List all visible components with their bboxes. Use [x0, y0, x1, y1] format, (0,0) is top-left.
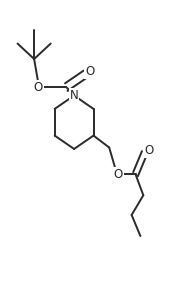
- Text: N: N: [70, 89, 78, 102]
- Text: O: O: [33, 81, 43, 94]
- Text: O: O: [85, 65, 94, 78]
- Text: O: O: [113, 168, 123, 181]
- Text: O: O: [144, 144, 153, 157]
